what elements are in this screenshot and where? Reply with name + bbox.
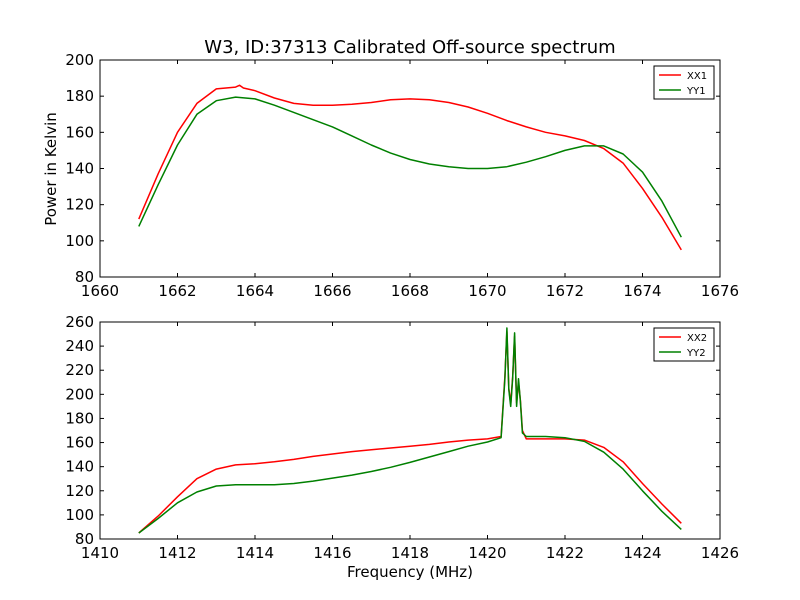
- x-tick-label: 1414: [236, 544, 274, 562]
- x-axis-label-bottom: Frequency (MHz): [347, 563, 473, 581]
- y-tick-label: 180: [65, 87, 94, 105]
- y-tick-label: 100: [65, 506, 94, 524]
- y-tick-label: 120: [65, 196, 94, 214]
- y-tick-label: 260: [65, 313, 94, 331]
- bottom-plot: 1410 1412 1414 1416 1418 1420 1422 1424 1426 80 10…: [65, 313, 739, 562]
- x-tick-label: 1426: [701, 544, 739, 562]
- y-tick-label: 140: [65, 160, 94, 178]
- x-tick-label: 1666: [313, 282, 351, 300]
- x-tick-label: 1676: [701, 282, 739, 300]
- legend-label-yy1: YY1: [686, 86, 706, 97]
- y-tick-label: 240: [65, 337, 94, 355]
- x-tick-label: 1668: [391, 282, 429, 300]
- x-tick-label: 1670: [468, 282, 506, 300]
- chart-title: W3, ID:37313 Calibrated Off-source spect…: [204, 37, 615, 58]
- y-tick-label: 80: [75, 530, 94, 548]
- x-tick-label: 1662: [158, 282, 196, 300]
- y-tick-label: 80: [75, 268, 94, 286]
- series-line-yy2: [138, 327, 682, 534]
- y-tick-label: 160: [65, 123, 94, 141]
- x-tick-label: 1424: [623, 544, 661, 562]
- x-tick-label: 1422: [546, 544, 584, 562]
- x-tick-label: 1672: [546, 282, 584, 300]
- top-plot: 1660 1662 1664 1666 1668 1670 1672 1674 1676 80 10…: [65, 51, 739, 300]
- x-tick-label: 1416: [313, 544, 351, 562]
- y-tick-label: 200: [65, 385, 94, 403]
- y-tick-label: 220: [65, 361, 94, 379]
- x-tick-label: 1418: [391, 544, 429, 562]
- legend-label-xx2: XX2: [687, 333, 707, 344]
- y-tick-label: 140: [65, 458, 94, 476]
- x-tick-label: 1674: [623, 282, 661, 300]
- legend-label-xx1: XX1: [687, 71, 707, 82]
- x-tick-label: 1664: [236, 282, 274, 300]
- x-tick-label: 1412: [158, 544, 196, 562]
- y-axis-label-top: Power in Kelvin: [42, 112, 60, 226]
- y-tick-label: 200: [65, 51, 94, 69]
- series-line-yy1: [138, 96, 682, 238]
- y-tick-label: 100: [65, 232, 94, 250]
- legend-box: [653, 327, 715, 362]
- legend-box: [653, 65, 715, 100]
- series-line-xx1: [138, 84, 682, 251]
- y-tick-label: 180: [65, 409, 94, 427]
- x-tick-label: 1420: [468, 544, 506, 562]
- y-tick-label: 160: [65, 434, 94, 452]
- y-tick-label: 120: [65, 482, 94, 500]
- x-tick-label: 1660: [81, 282, 119, 300]
- x-tick-label: 1410: [81, 544, 119, 562]
- legend-label-yy2: YY2: [686, 348, 706, 359]
